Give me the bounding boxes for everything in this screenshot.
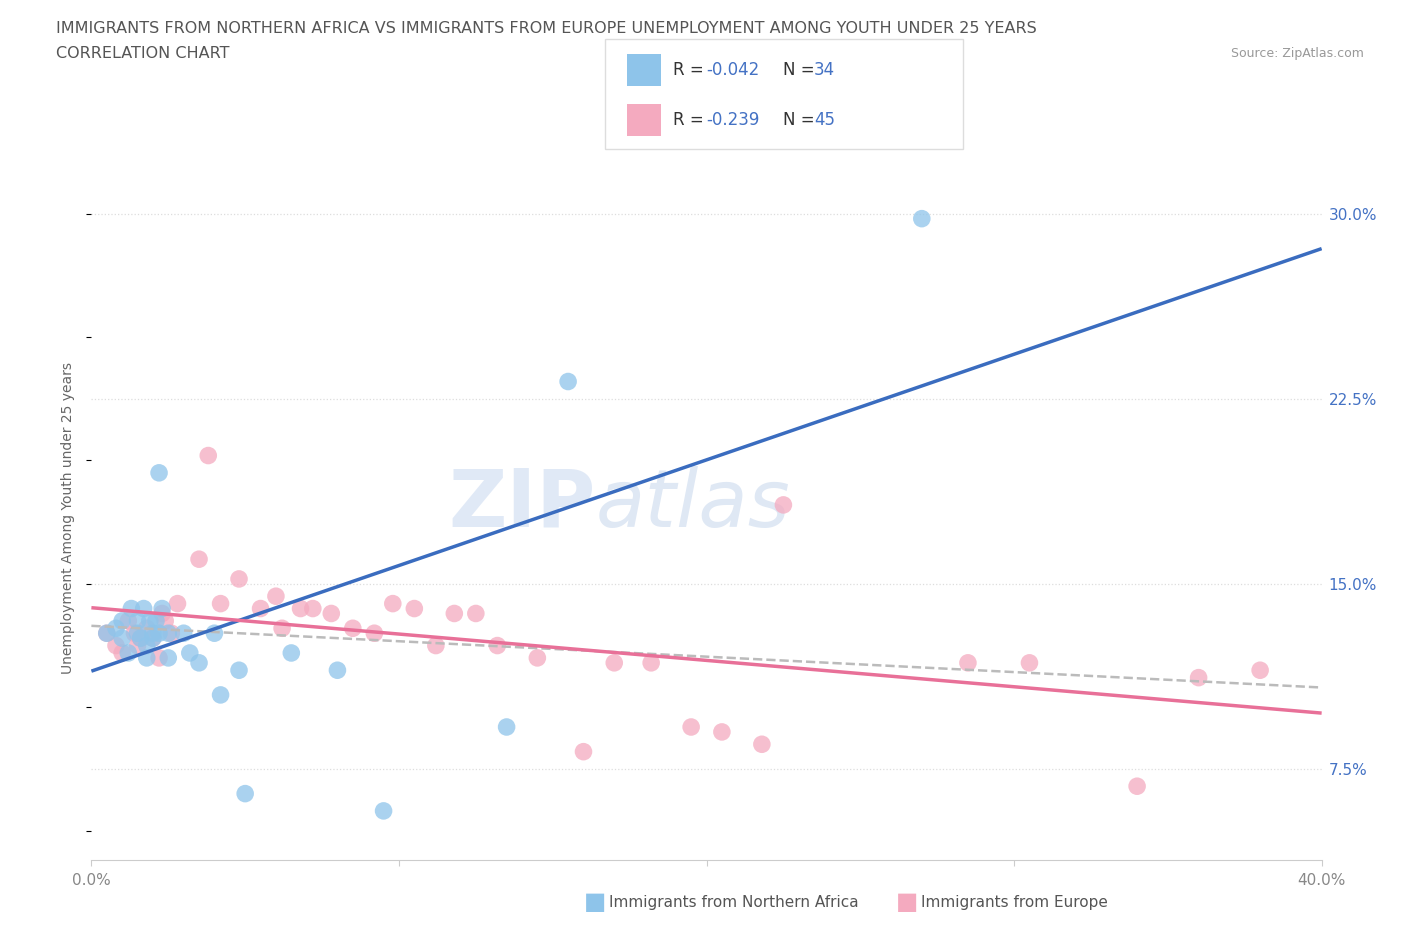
Point	[160, 626, 183, 641]
Point	[148, 465, 170, 480]
Point	[188, 551, 211, 566]
Text: Immigrants from Europe: Immigrants from Europe	[921, 895, 1108, 910]
Text: atlas: atlas	[596, 466, 790, 544]
Point	[96, 626, 118, 641]
Point	[150, 601, 173, 616]
Point	[135, 650, 157, 665]
Point	[148, 626, 170, 641]
Point	[280, 645, 302, 660]
Point	[209, 596, 232, 611]
Point	[381, 596, 404, 611]
Text: R =: R =	[673, 111, 710, 129]
Point	[264, 589, 287, 604]
Point	[153, 614, 177, 629]
Point	[321, 606, 343, 621]
Point	[1126, 778, 1149, 793]
Point	[105, 621, 127, 636]
Point	[173, 626, 195, 641]
Point	[127, 626, 149, 641]
Text: ■: ■	[583, 890, 606, 914]
Point	[150, 606, 173, 621]
Point	[197, 448, 219, 463]
Point	[1187, 671, 1209, 685]
Point	[145, 614, 167, 629]
Point	[166, 596, 188, 611]
Point	[1249, 663, 1271, 678]
Point	[956, 656, 979, 671]
Point	[132, 601, 155, 616]
Point	[681, 720, 703, 735]
Point	[342, 621, 364, 636]
Text: Source: ZipAtlas.com: Source: ZipAtlas.com	[1230, 46, 1364, 60]
Point	[135, 638, 157, 653]
Point	[111, 631, 134, 645]
Text: -0.042: -0.042	[706, 60, 759, 79]
Point	[404, 601, 426, 616]
Point	[557, 374, 579, 389]
Point	[1018, 656, 1040, 671]
Point	[526, 650, 548, 665]
Point	[202, 626, 225, 641]
Point	[111, 645, 134, 660]
Text: IMMIGRANTS FROM NORTHERN AFRICA VS IMMIGRANTS FROM EUROPE UNEMPLOYMENT AMONG YOU: IMMIGRANTS FROM NORTHERN AFRICA VS IMMIG…	[56, 21, 1038, 36]
Point	[127, 638, 149, 653]
Point	[124, 626, 146, 641]
Point	[142, 631, 165, 645]
Point	[326, 663, 349, 678]
Text: Immigrants from Northern Africa: Immigrants from Northern Africa	[609, 895, 859, 910]
Point	[751, 737, 773, 751]
Point	[139, 614, 162, 629]
Text: ZIP: ZIP	[449, 466, 596, 544]
Point	[209, 687, 232, 702]
Y-axis label: Unemployment Among Youth under 25 years: Unemployment Among Youth under 25 years	[62, 363, 76, 674]
Point	[96, 626, 118, 641]
Point	[228, 572, 250, 587]
Point	[603, 656, 626, 671]
Point	[710, 724, 733, 739]
Point	[129, 631, 152, 645]
Point	[425, 638, 447, 653]
Point	[117, 614, 139, 629]
Point	[301, 601, 323, 616]
Text: 45: 45	[814, 111, 835, 129]
Point	[135, 621, 157, 636]
Point	[373, 804, 395, 818]
Point	[105, 638, 127, 653]
Text: -0.239: -0.239	[706, 111, 759, 129]
Point	[271, 621, 294, 636]
Point	[142, 626, 165, 641]
Point	[117, 645, 139, 660]
Point	[120, 601, 142, 616]
Point	[363, 626, 385, 641]
Point	[486, 638, 509, 653]
Point	[249, 601, 271, 616]
Point	[640, 656, 662, 671]
Point	[464, 606, 486, 621]
Point	[157, 650, 180, 665]
Point	[127, 614, 149, 629]
Point	[111, 614, 134, 629]
Point	[772, 498, 794, 512]
Text: 34: 34	[814, 60, 835, 79]
Point	[142, 631, 165, 645]
Text: N =: N =	[783, 60, 820, 79]
Point	[188, 656, 211, 671]
Point	[228, 663, 250, 678]
Point	[911, 211, 934, 226]
Point	[179, 645, 201, 660]
Point	[129, 631, 152, 645]
Text: ■: ■	[896, 890, 918, 914]
Point	[233, 786, 256, 801]
Point	[443, 606, 465, 621]
Text: CORRELATION CHART: CORRELATION CHART	[56, 46, 229, 61]
Text: R =: R =	[673, 60, 710, 79]
Point	[290, 601, 312, 616]
Point	[495, 720, 517, 735]
Text: N =: N =	[783, 111, 820, 129]
Point	[148, 650, 170, 665]
Point	[157, 626, 180, 641]
Point	[572, 744, 595, 759]
